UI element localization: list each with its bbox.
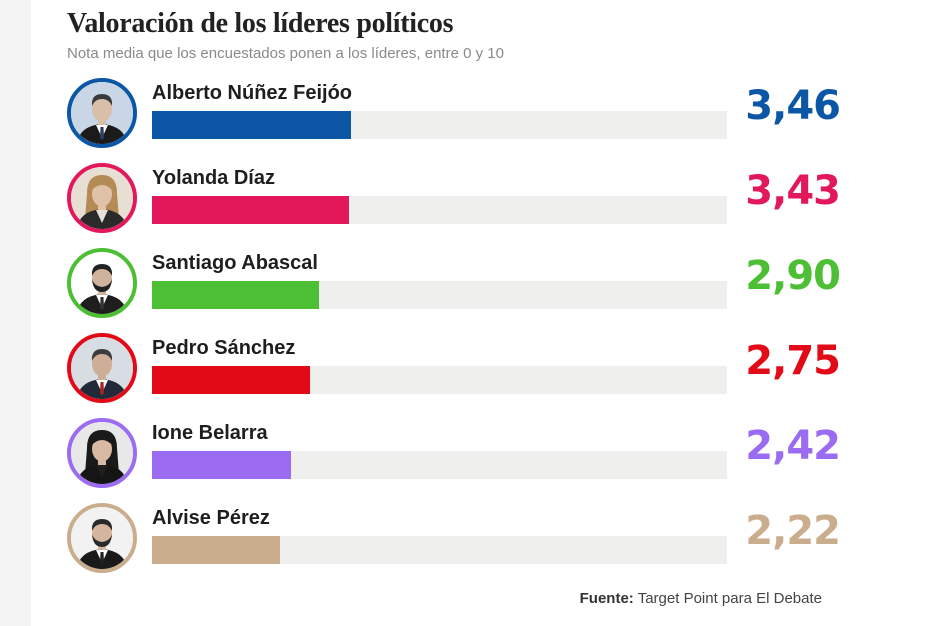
bar-track: [152, 196, 727, 224]
bar-track: [152, 281, 727, 309]
value-label: 2,42: [745, 423, 841, 469]
value-label: 3,43: [745, 168, 841, 214]
value-label: 2,75: [745, 338, 841, 384]
leader-row: Alvise Pérez 2,22: [31, 503, 926, 583]
bar: [152, 536, 280, 564]
bar-track: [152, 536, 727, 564]
leader-row: Santiago Abascal 2,90: [31, 248, 926, 328]
bar-track: [152, 111, 727, 139]
portrait-belarra-icon: [67, 418, 137, 488]
leader-row: Pedro Sánchez 2,75: [31, 333, 926, 413]
portrait-yolanda-diaz-icon: [67, 163, 137, 233]
source-note: Fuente: Target Point para El Debate: [580, 590, 822, 607]
leader-name: Pedro Sánchez: [152, 337, 296, 359]
chart-title: Valoración de los líderes políticos: [67, 8, 454, 39]
bar-track: [152, 366, 727, 394]
leader-name: Yolanda Díaz: [152, 167, 275, 189]
bar: [152, 366, 310, 394]
portrait-feijoo-icon: [67, 78, 137, 148]
leader-row: Yolanda Díaz 3,43: [31, 163, 926, 243]
value-label: 2,22: [745, 508, 841, 554]
portrait-abascal-icon: [67, 248, 137, 318]
bar-track: [152, 451, 727, 479]
value-label: 3,46: [745, 83, 841, 129]
chart-subtitle: Nota media que los encuestados ponen a l…: [67, 45, 504, 62]
value-label: 2,90: [745, 253, 841, 299]
chart-card: Valoración de los líderes políticos Nota…: [31, 0, 926, 626]
portrait-sanchez-icon: [67, 333, 137, 403]
portrait-alvise-icon: [67, 503, 137, 573]
leader-row: Ione Belarra 2,42: [31, 418, 926, 498]
leader-row: Alberto Núñez Feijóo 3,46: [31, 78, 926, 158]
bar: [152, 451, 291, 479]
leader-name: Alvise Pérez: [152, 507, 270, 529]
bar: [152, 281, 319, 309]
bar: [152, 111, 351, 139]
leader-name: Alberto Núñez Feijóo: [152, 82, 352, 104]
source-label: Fuente:: [579, 590, 634, 607]
source-text: Target Point para El Debate: [637, 590, 822, 607]
leader-name: Ione Belarra: [152, 422, 268, 444]
leader-name: Santiago Abascal: [152, 252, 318, 274]
bar: [152, 196, 349, 224]
